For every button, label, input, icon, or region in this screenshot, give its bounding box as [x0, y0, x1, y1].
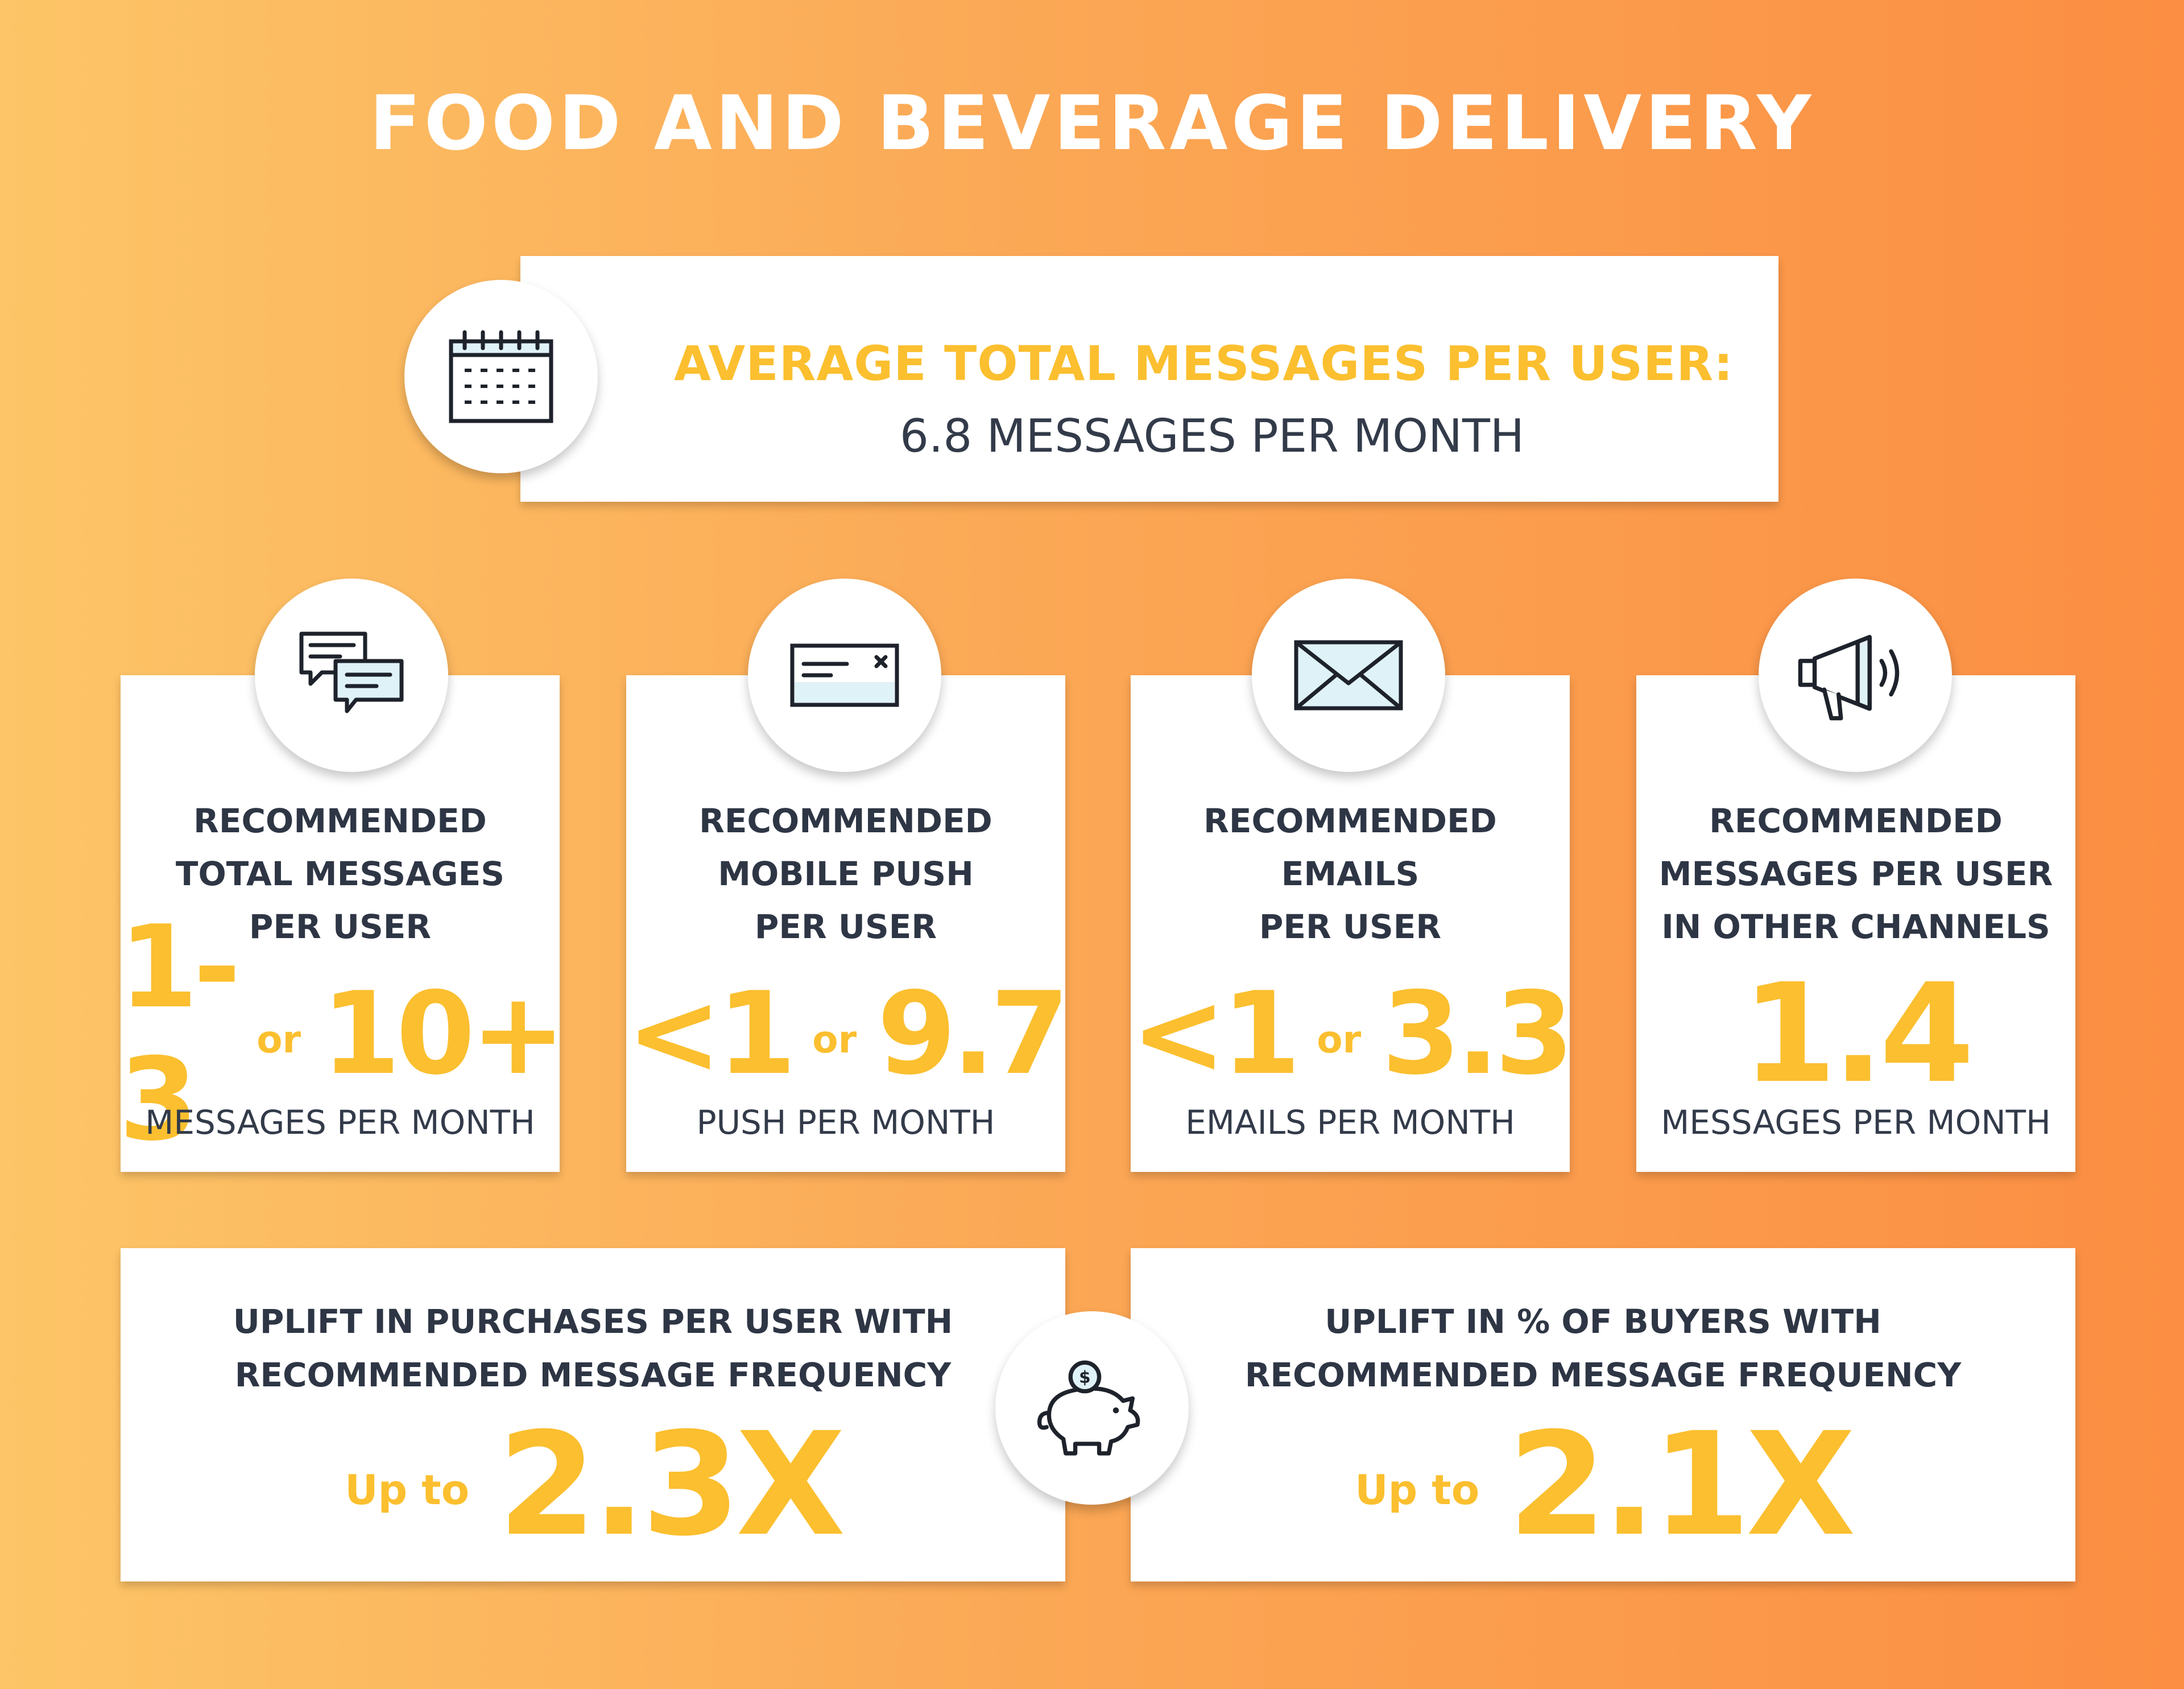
svg-text:$: $	[1079, 1368, 1090, 1387]
email-icon-circle	[1252, 579, 1445, 772]
chat-icon-circle	[255, 579, 448, 772]
stat-unit: MESSAGES PER MONTH	[1661, 1103, 2051, 1142]
stat-unit: MESSAGES PER MONTH	[145, 1103, 535, 1142]
calendar-icon	[449, 330, 553, 423]
stat-value: 1-3 or 10+	[119, 901, 566, 1166]
average-messages-card: AVERAGE TOTAL MESSAGES PER USER: 6.8 MES…	[520, 256, 1778, 502]
stat-label: RECOMMENDED TOTAL MESSAGES PER USER	[175, 802, 505, 946]
uplift-label: UPLIFT IN PURCHASES PER USER WITH RECOMME…	[233, 1302, 953, 1394]
stat-value: <1 or 3.3	[1131, 967, 1574, 1100]
chat-bubbles-icon	[299, 631, 404, 713]
stat-unit: EMAILS PER MONTH	[1185, 1103, 1515, 1142]
push-notification-icon	[790, 643, 899, 707]
stat-value: <1 or 9.7	[626, 967, 1070, 1100]
push-icon-circle	[748, 579, 941, 772]
stat-label: RECOMMENDED MOBILE PUSH PER USER	[699, 802, 992, 946]
uplift-value: Up to 2.1X	[1355, 1401, 1856, 1567]
megaphone-icon-circle	[1759, 579, 1952, 772]
piggy-bank-icon: $	[1037, 1360, 1140, 1456]
average-value: 6.8 MESSAGES PER MONTH	[899, 410, 1524, 462]
average-label: AVERAGE TOTAL MESSAGES PER USER:	[674, 336, 1734, 391]
uplift-label: UPLIFT IN % OF BUYERS WITH RECOMMENDED ME…	[1244, 1302, 1962, 1394]
stat-unit: PUSH PER MONTH	[696, 1103, 995, 1142]
stat-label: RECOMMENDED EMAILS PER USER	[1203, 802, 1497, 946]
piggy-bank-icon-circle: $	[995, 1311, 1189, 1505]
average-icon-circle	[404, 280, 598, 473]
uplift-card-buyers: UPLIFT IN % OF BUYERS WITH RECOMMENDED ME…	[1131, 1248, 2075, 1581]
uplift-value: Up to 2.3X	[345, 1401, 846, 1567]
stat-value: 1.4	[1742, 954, 1974, 1113]
megaphone-icon	[1798, 635, 1900, 721]
uplift-card-purchases: UPLIFT IN PURCHASES PER USER WITH RECOMME…	[121, 1248, 1065, 1581]
page-title: FOOD AND BEVERAGE DELIVERY	[369, 80, 1815, 167]
stat-label: RECOMMENDED MESSAGES PER USER IN OTHER CHA…	[1658, 802, 2053, 946]
envelope-icon	[1294, 640, 1403, 711]
